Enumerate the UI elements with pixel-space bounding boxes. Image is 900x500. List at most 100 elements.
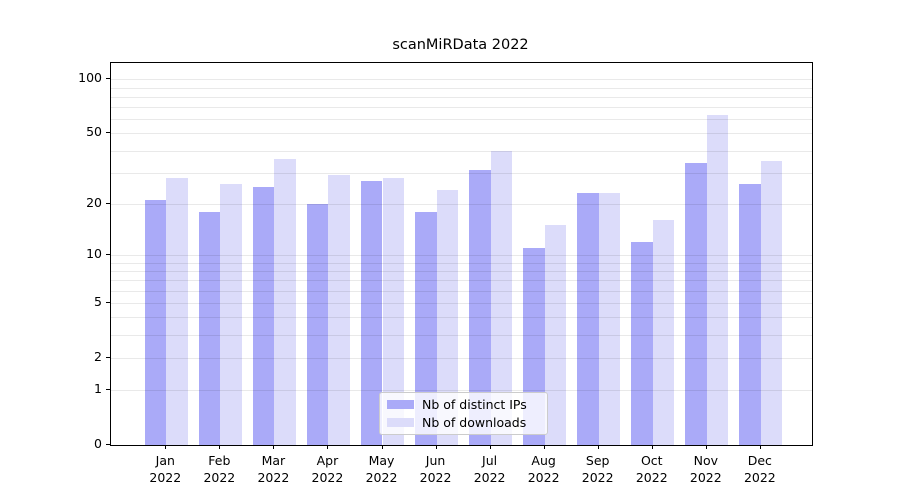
- legend: Nb of distinct IPs Nb of downloads: [379, 392, 548, 435]
- gridline-9: [111, 262, 812, 264]
- x-tick-mark-nov: [705, 445, 707, 449]
- x-tick-label-mar: Mar 2022: [243, 453, 303, 486]
- bar-ips-dec: [739, 183, 761, 445]
- bar-ips-may: [360, 180, 383, 445]
- gridline-100: [111, 79, 812, 81]
- y-tick-label-0: 0: [94, 436, 102, 451]
- gridline-6: [111, 290, 812, 292]
- gridline-2: [111, 357, 812, 359]
- bar-downloads-feb: [220, 183, 242, 445]
- gridline-60: [111, 119, 812, 121]
- bar-ips-feb: [198, 211, 221, 445]
- x-tick-mark-sep: [597, 445, 599, 449]
- x-tick-year-jun: 2022: [419, 469, 452, 485]
- legend-label-downloads: Nb of downloads: [422, 415, 527, 431]
- x-tick-month-jul: Jul: [482, 453, 498, 468]
- y-tick-label-100: 100: [78, 70, 102, 86]
- x-tick-label-jul: Jul 2022: [460, 453, 520, 486]
- bar-downloads-jan: [166, 178, 188, 445]
- legend-label-ips: Nb of distinct IPs: [422, 396, 527, 412]
- x-tick-year-aug: 2022: [527, 469, 560, 485]
- legend-item-ips: Nb of distinct IPs: [387, 395, 540, 414]
- x-tick-month-mar: Mar: [261, 453, 286, 468]
- x-tick-mark-feb: [219, 445, 221, 449]
- bar-downloads-mar: [274, 158, 296, 445]
- y-tick-mark-10: [106, 253, 110, 255]
- x-tick-month-jun: Jun: [425, 453, 446, 468]
- x-tick-label-apr: Apr 2022: [297, 453, 357, 486]
- y-tick-label-1: 1: [94, 381, 102, 397]
- x-tick-month-may: May: [368, 453, 395, 468]
- x-tick-month-feb: Feb: [208, 453, 231, 468]
- bar-downloads-may: [382, 178, 405, 445]
- x-tick-year-nov: 2022: [689, 469, 722, 485]
- bar-ips-jul: [469, 170, 491, 445]
- gridline-70: [111, 107, 812, 109]
- y-tick-label-10: 10: [86, 245, 102, 261]
- x-tick-year-apr: 2022: [311, 469, 344, 485]
- x-tick-label-aug: Aug 2022: [514, 453, 574, 486]
- bar-downloads-nov: [706, 115, 729, 445]
- bar-downloads-oct: [652, 220, 675, 445]
- bar-ips-apr: [306, 203, 329, 445]
- legend-swatch-downloads: [387, 418, 414, 428]
- y-tick-label-20: 20: [86, 194, 102, 210]
- x-tick-month-sep: Sep: [585, 453, 610, 468]
- y-tick-label-2: 2: [94, 348, 102, 364]
- gridline-80: [111, 96, 812, 98]
- x-tick-label-dec: Dec 2022: [730, 453, 790, 486]
- x-tick-mark-jul: [489, 445, 491, 449]
- x-tick-month-nov: Nov: [693, 453, 718, 468]
- x-tick-mark-dec: [759, 445, 761, 449]
- gridline-8: [111, 270, 812, 272]
- x-tick-month-aug: Aug: [531, 453, 556, 468]
- bar-ips-sep: [577, 193, 599, 445]
- x-tick-label-may: May 2022: [352, 453, 412, 486]
- x-tick-year-sep: 2022: [581, 469, 614, 485]
- bar-downloads-jul: [490, 150, 513, 445]
- x-tick-label-feb: Feb 2022: [189, 453, 249, 486]
- x-tick-label-jan: Jan 2022: [135, 453, 195, 486]
- bar-downloads-aug: [544, 225, 567, 445]
- x-tick-year-jan: 2022: [149, 469, 182, 485]
- x-tick-label-oct: Oct 2022: [622, 453, 682, 486]
- x-tick-year-oct: 2022: [635, 469, 668, 485]
- bar-ips-jan: [144, 200, 167, 445]
- y-tick-mark-50: [106, 132, 110, 134]
- x-tick-year-mar: 2022: [257, 469, 290, 485]
- x-tick-mark-apr: [327, 445, 329, 449]
- gridline-30: [111, 172, 812, 174]
- x-tick-month-apr: Apr: [316, 453, 339, 468]
- y-tick-mark-5: [106, 302, 110, 303]
- y-tick-label-50: 50: [86, 124, 102, 140]
- y-tick-mark-100: [106, 78, 110, 80]
- x-tick-mark-jan: [165, 445, 167, 449]
- x-tick-mark-oct: [651, 445, 653, 449]
- bar-ips-mar: [252, 186, 275, 445]
- x-tick-label-sep: Sep 2022: [568, 453, 628, 486]
- gridline-1: [111, 390, 812, 392]
- bar-ips-nov: [685, 163, 707, 445]
- x-tick-mark-aug: [543, 445, 545, 449]
- x-tick-mark-jun: [435, 445, 437, 449]
- x-tick-mark-may: [381, 445, 383, 449]
- bar-downloads-sep: [598, 193, 621, 445]
- x-tick-year-dec: 2022: [743, 469, 776, 485]
- bar-downloads-dec: [760, 161, 783, 445]
- x-tick-label-nov: Nov 2022: [676, 453, 736, 486]
- gridline-20: [111, 203, 812, 205]
- x-tick-year-feb: 2022: [203, 469, 236, 485]
- gridline-5: [111, 303, 812, 304]
- x-tick-year-jul: 2022: [473, 469, 506, 485]
- bar-downloads-jun: [436, 189, 459, 445]
- x-tick-month-dec: Dec: [747, 453, 772, 468]
- gridline-3: [111, 335, 812, 337]
- gridline-50: [111, 133, 812, 135]
- y-tick-mark-0: [106, 444, 110, 445]
- gridline-40: [111, 150, 812, 152]
- legend-swatch-ips: [387, 399, 414, 409]
- plot-area: [110, 62, 813, 446]
- legend-item-downloads: Nb of downloads: [387, 414, 540, 433]
- y-tick-label-5: 5: [94, 294, 102, 309]
